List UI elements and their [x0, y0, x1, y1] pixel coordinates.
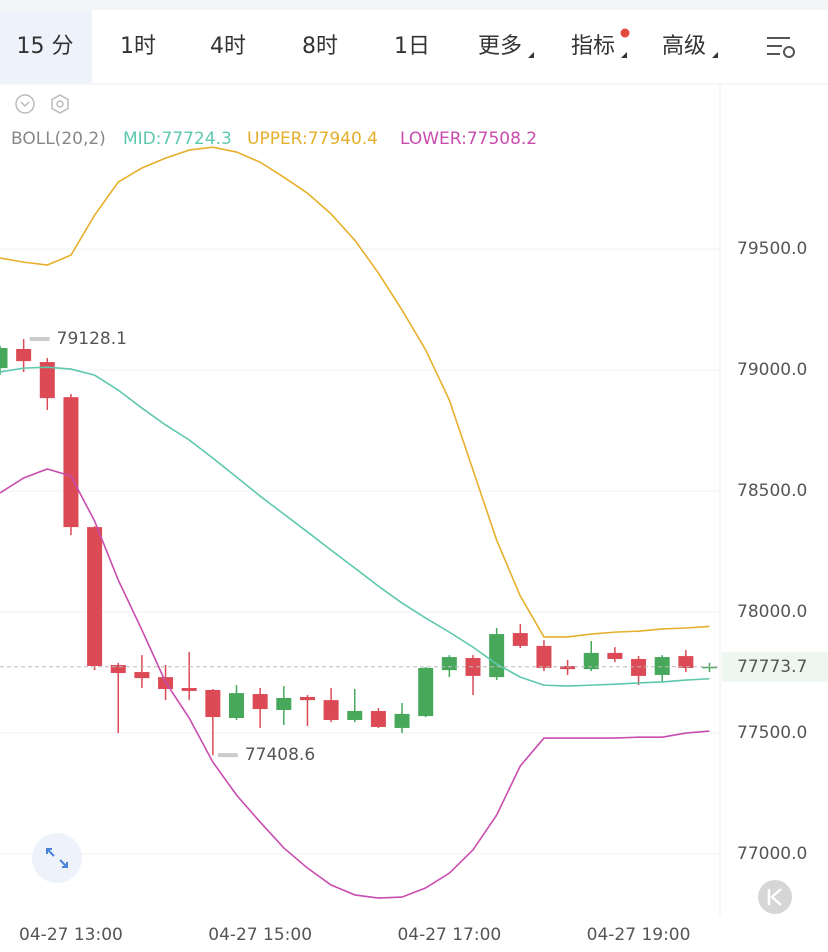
candle-body [394, 713, 410, 728]
legend-entry: UPPER:77940.4 [247, 129, 378, 149]
x-tick-label: 04-27 13:00 [19, 925, 123, 945]
tab[interactable]: 更多 [478, 34, 522, 59]
candle-body [536, 645, 552, 668]
boll-line [0, 468, 710, 899]
candle-body [276, 697, 292, 711]
candle-body [87, 527, 103, 666]
candle-body [702, 666, 717, 669]
boll-line [0, 366, 710, 687]
candle-body [323, 700, 339, 720]
candle-body [489, 634, 505, 678]
tab-active-bg [0, 10, 92, 83]
settings-icon[interactable] [767, 37, 795, 58]
y-tick-label: 79000.0 [737, 360, 807, 380]
candle-body [16, 349, 32, 362]
dropdown-arrow [621, 52, 627, 58]
candle-body [205, 689, 221, 718]
tab[interactable]: 4时 [210, 34, 246, 59]
x-tick-label: 04-27 15:00 [208, 925, 312, 945]
candle-body [229, 693, 244, 719]
grid [0, 248, 720, 855]
candle-body [39, 362, 55, 399]
boll-line [0, 146, 710, 638]
top-strip [0, 0, 828, 10]
tab[interactable]: 1日 [394, 34, 430, 59]
y-tick-label: 78000.0 [737, 602, 807, 622]
indicator-icons[interactable] [15, 94, 69, 114]
tab[interactable]: 高级 [662, 34, 706, 59]
candle-body [441, 657, 457, 671]
candle-body [0, 348, 8, 369]
dropdown-arrow [528, 52, 534, 58]
candle-body [63, 397, 79, 528]
candle-body [607, 652, 623, 659]
last-price-label: 77773.7 [737, 657, 807, 677]
candle-body [560, 666, 576, 670]
candle-body [512, 633, 528, 646]
candle-body [299, 696, 315, 701]
back-button[interactable] [758, 880, 792, 914]
tab[interactable]: 15 分 [17, 34, 74, 59]
indicator-label: BOLL(20,2) [11, 129, 106, 149]
tab-bar [0, 10, 828, 83]
last-price-bg [722, 651, 828, 682]
candle-body [347, 711, 363, 720]
plot [0, 146, 717, 899]
dropdown-arrow [712, 52, 718, 58]
candle-body [370, 711, 386, 727]
candle-body [631, 658, 647, 676]
candle-body [252, 694, 268, 710]
tab[interactable]: 指标 [571, 34, 615, 59]
expand-button[interactable] [32, 833, 82, 883]
tabs: 15 分 1时 4时 8时 1日 更多 指标 高级 [0, 10, 718, 83]
y-tick-label: 79500.0 [737, 239, 807, 259]
y-tick-label: 77500.0 [737, 723, 807, 743]
legend-entry: MID:77724.3 [123, 129, 232, 149]
tab[interactable]: 8时 [302, 34, 338, 59]
min-label: 77408.6 [245, 745, 315, 765]
candle-body [134, 672, 150, 679]
candle-body [418, 667, 434, 717]
candle-body [110, 665, 126, 674]
candle-body [678, 656, 694, 668]
candle-body [583, 652, 599, 670]
badge-dot [620, 28, 630, 38]
legend-entry: LOWER:77508.2 [400, 129, 537, 149]
y-tick-label: 78500.0 [737, 481, 807, 501]
x-tick-label: 04-27 17:00 [397, 925, 501, 945]
y-tick-label: 77000.0 [737, 844, 807, 864]
candle-body [654, 657, 670, 675]
candle-body [181, 688, 197, 691]
tab[interactable]: 1时 [120, 34, 156, 59]
x-tick-label: 04-27 19:00 [587, 925, 691, 945]
max-label: 79128.1 [57, 329, 127, 349]
